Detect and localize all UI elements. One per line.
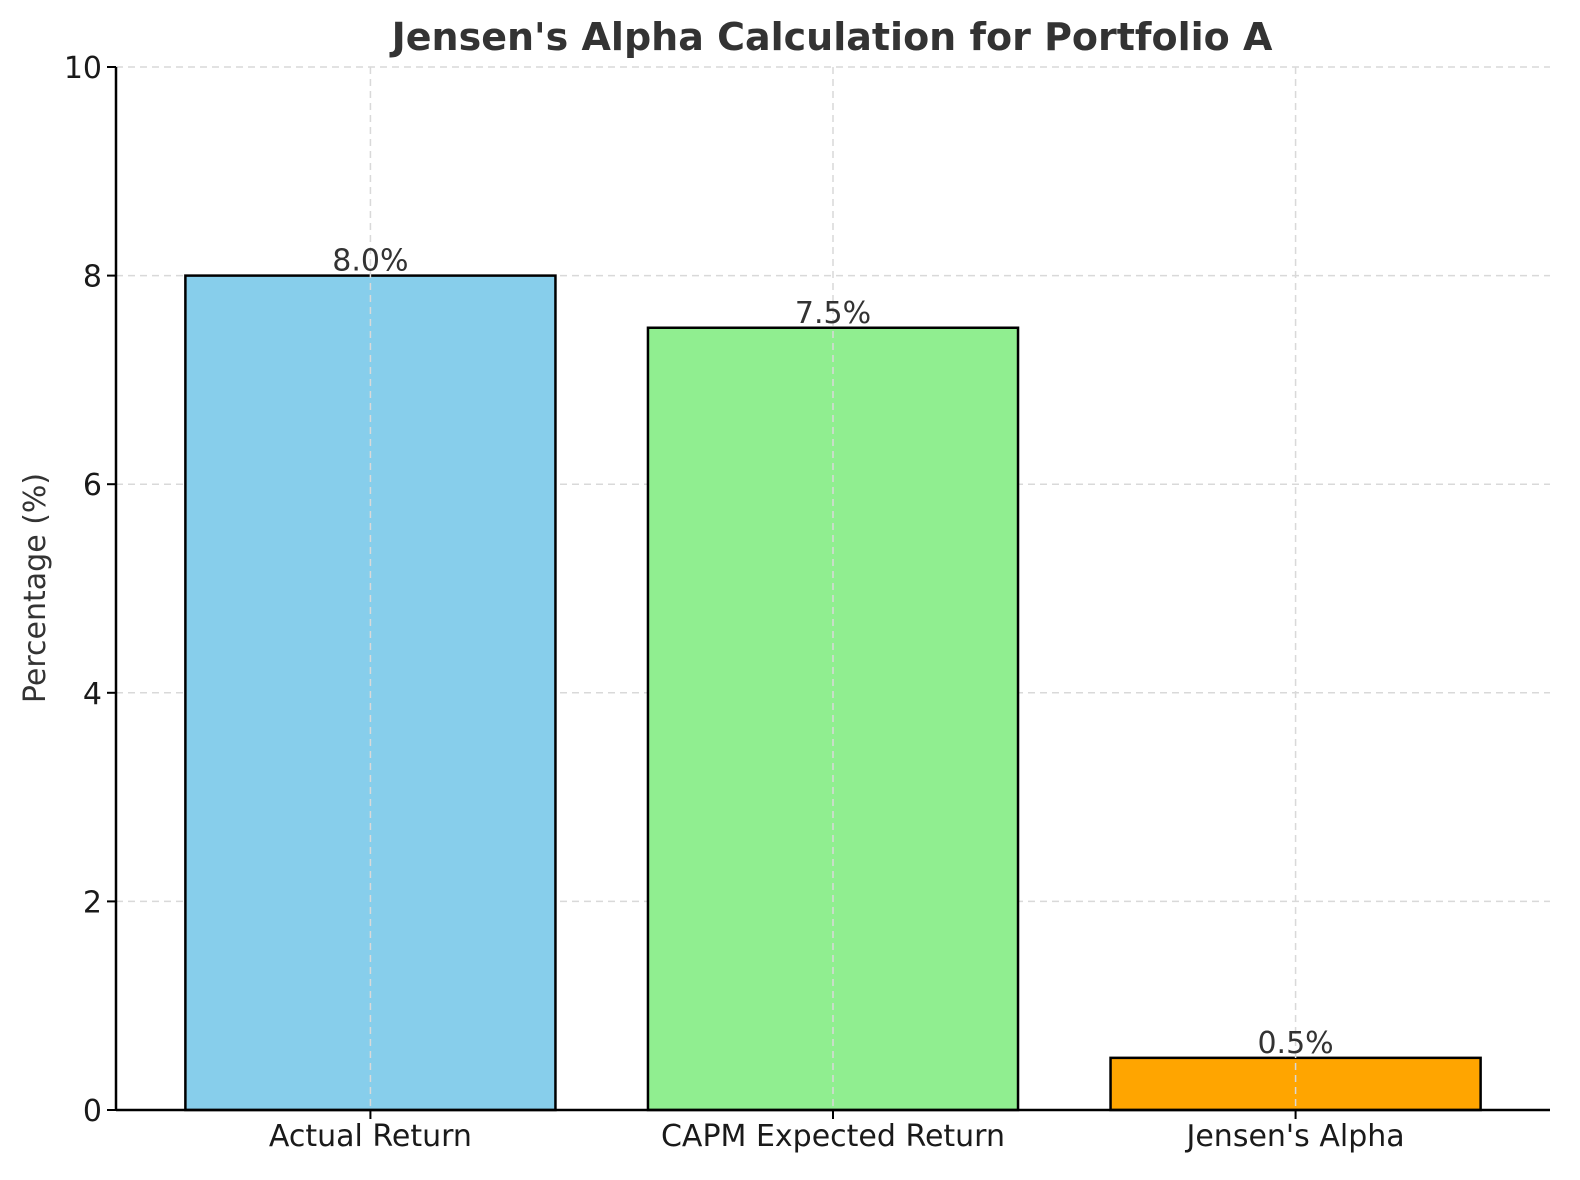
y-tick-label: 6 — [83, 468, 102, 503]
x-tick-label: Actual Return — [269, 1119, 472, 1154]
y-tick-label: 0 — [83, 1094, 102, 1129]
data-labels: 8.0% 7.5% 0.5% — [332, 67, 1334, 1110]
y-tick-label: 4 — [83, 677, 102, 712]
x-tick-label: CAPM Expected Return — [661, 1119, 1005, 1154]
y-tick-label: 8 — [83, 260, 102, 295]
grid — [116, 66, 1550, 903]
data-label: 8.0% — [332, 244, 408, 279]
y-tick-label: 10 — [64, 51, 102, 86]
y-axis-label: Percentage (%) — [18, 473, 53, 703]
data-label: 0.5% — [1257, 1026, 1333, 1061]
x-tick-label: Jensen's Alpha — [1185, 1119, 1405, 1154]
chart-title: Jensen's Alpha Calculation for Portfolio… — [389, 15, 1273, 59]
ticks: 0 2 4 6 8 10 Actual Return CAPM Expected Return… — [64, 51, 1405, 1154]
y-tick-label: 2 — [83, 885, 102, 920]
data-label: 7.5% — [795, 296, 871, 331]
